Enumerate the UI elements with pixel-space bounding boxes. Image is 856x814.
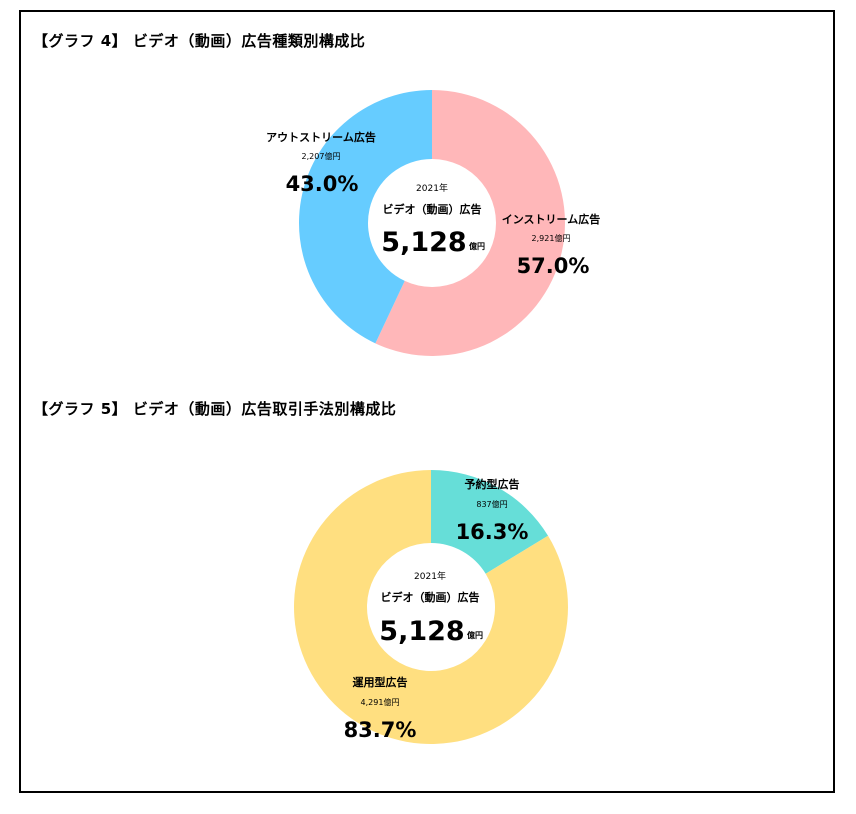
slice-percent: 43.0% — [286, 172, 359, 196]
center-label: 2021年 ビデオ（動画）広告 5,128 億円 — [379, 570, 483, 647]
slice-amount: 2,207億円 — [302, 151, 341, 161]
center-total: 5,128 — [379, 616, 464, 647]
chart-title: 【グラフ 4】 ビデオ（動画）広告種類別構成比 — [33, 32, 366, 50]
slice-label-instream: インストリーム広告 2,921億円 57.0% — [502, 212, 600, 278]
center-label-text: ビデオ（動画）広告 — [381, 590, 480, 604]
slice-percent: 83.7% — [344, 718, 417, 742]
slice-amount: 837億円 — [476, 499, 507, 509]
slice-name: 運用型広告 — [353, 675, 408, 689]
donut-slice — [293, 470, 568, 744]
slice-percent: 57.0% — [517, 254, 590, 278]
donut-slice — [298, 90, 432, 344]
slice-name: インストリーム広告 — [502, 212, 600, 226]
chart-title: 【グラフ 5】 ビデオ（動画）広告取引手法別構成比 — [33, 400, 397, 418]
slice-label-reserved: 予約型広告 837億円 16.3% — [456, 477, 529, 544]
slice-name: アウトストリーム広告 — [266, 130, 376, 144]
slice-label-outstream: アウトストリーム広告 2,207億円 43.0% — [266, 130, 376, 196]
donut-chart-method — [293, 470, 568, 744]
donut-slice — [431, 470, 549, 574]
slice-percent: 16.3% — [456, 520, 529, 544]
center-year: 2021年 — [414, 570, 446, 582]
slice-label-programmatic: 運用型広告 4,291億円 83.7% — [344, 675, 417, 742]
slice-amount: 4,291億円 — [361, 697, 400, 707]
donut-chart-type — [298, 90, 565, 356]
slice-amount: 2,921億円 — [532, 233, 571, 243]
center-year: 2021年 — [416, 182, 448, 194]
center-total: 5,128 — [381, 227, 466, 258]
center-label-text: ビデオ（動画）広告 — [383, 202, 482, 216]
center-unit: 億円 — [469, 241, 485, 251]
slice-name: 予約型広告 — [465, 477, 520, 491]
center-label: 2021年 ビデオ（動画）広告 5,128 億円 — [381, 182, 485, 258]
donut-slice — [375, 90, 565, 356]
center-unit: 億円 — [467, 630, 483, 640]
